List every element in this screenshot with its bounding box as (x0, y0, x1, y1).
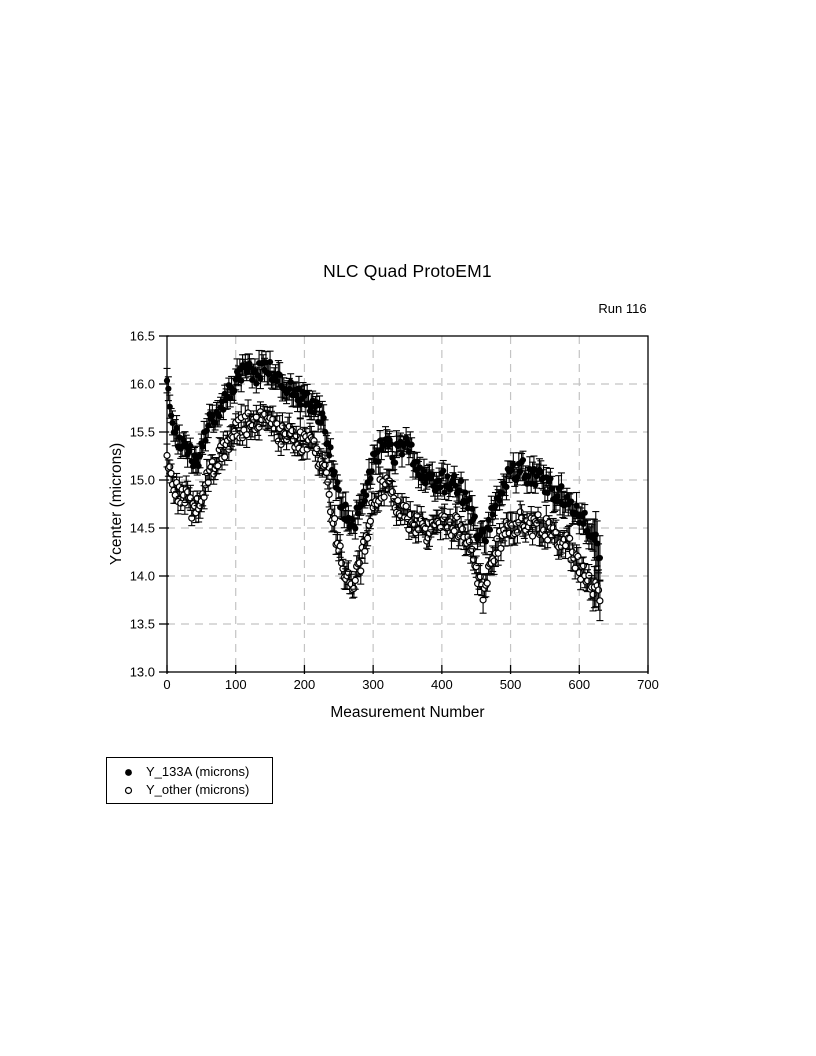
legend-label-y133a: Y_133A (microns) (146, 764, 250, 779)
x-tick-label: 0 (163, 677, 170, 692)
run-annotation: Run 116 (598, 301, 647, 316)
x-tick-label: 600 (568, 677, 590, 692)
x-tick-label: 700 (637, 677, 659, 692)
legend-box: Y_133A (microns) Y_other (microns) (106, 757, 273, 804)
x-tick-label: 300 (362, 677, 384, 692)
x-tick-label: 100 (225, 677, 247, 692)
y-tick-label: 13.0 (130, 665, 155, 680)
x-tick-label: 400 (431, 677, 453, 692)
open-circle-icon (124, 786, 133, 794)
y-axis-title: Ycenter (microns) (108, 442, 125, 566)
y-tick-label: 15.0 (130, 473, 155, 488)
y-tick-label: 16.0 (130, 377, 155, 392)
x-tick-label: 200 (294, 677, 316, 692)
y-tick-label: 16.5 (130, 329, 155, 344)
series-yother (163, 399, 604, 622)
legend-entry-y133a: Y_133A (microns) (107, 765, 272, 779)
x-tick-label: 500 (500, 677, 522, 692)
legend-entry-yother: Y_other (microns) (107, 783, 272, 797)
series-y133a (163, 349, 604, 581)
legend-label-yother: Y_other (microns) (146, 782, 250, 797)
y-tick-label: 13.5 (130, 617, 155, 632)
chart-title: NLC Quad ProtoEM1 (323, 261, 492, 281)
y-tick-label: 15.5 (130, 425, 155, 440)
plot-border (166, 335, 649, 673)
x-axis-title: Measurement Number (330, 704, 485, 721)
filled-circle-icon (125, 768, 132, 776)
y-tick-label: 14.0 (130, 569, 155, 584)
y-tick-label: 14.5 (130, 521, 155, 536)
